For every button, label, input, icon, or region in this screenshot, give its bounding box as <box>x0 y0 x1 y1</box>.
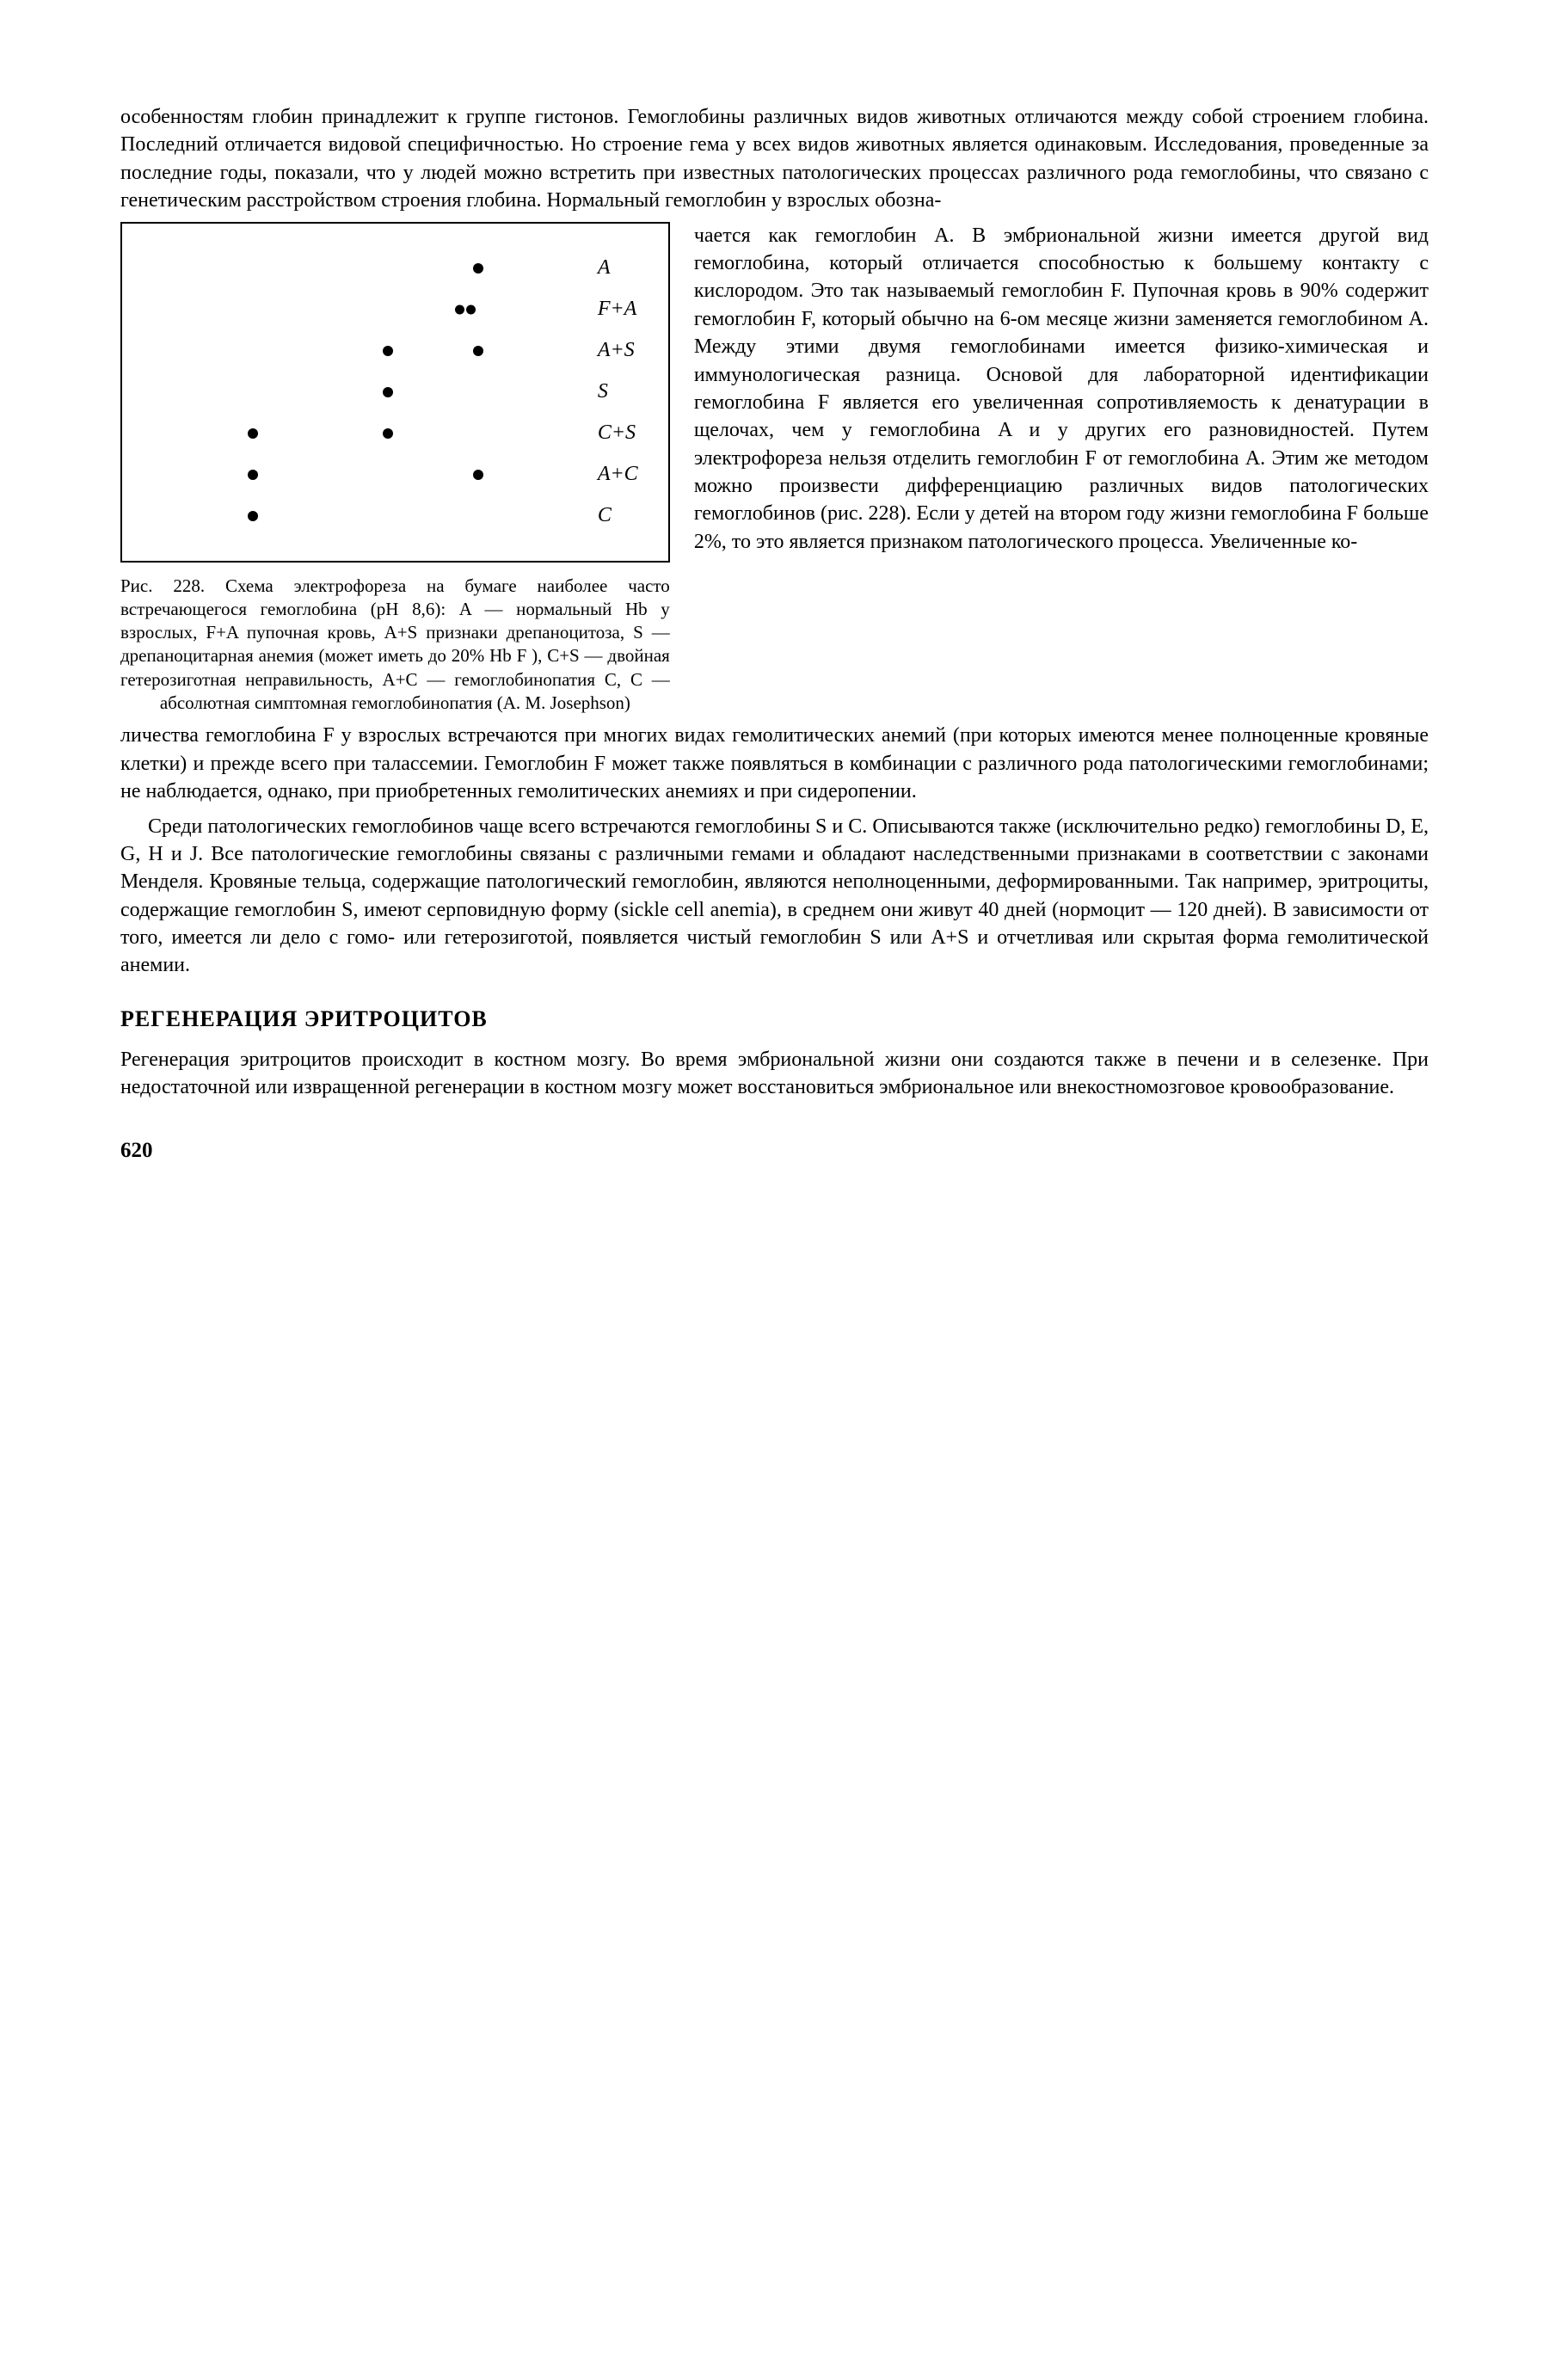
dots-area <box>139 413 591 454</box>
two-column-section: A F+A A+S S C+S A+C C Рис. 228. Схема электроф… <box>120 222 1429 716</box>
page-number: 620 <box>120 1136 1429 1165</box>
dot-pair <box>455 304 476 314</box>
dot <box>383 387 393 397</box>
electrophoresis-figure: A F+A A+S S C+S A+C C <box>120 222 670 563</box>
row-label: C+S <box>591 419 651 446</box>
dot <box>473 263 483 274</box>
figure-row: F+A <box>139 289 651 330</box>
row-label: C <box>591 501 651 529</box>
row-label: S <box>591 378 651 405</box>
figure-row: C+S <box>139 413 651 454</box>
figure-row: A+C <box>139 454 651 495</box>
paragraph-pathological: Среди патологических гемоглобинов чаще в… <box>120 813 1429 980</box>
left-column: A F+A A+S S C+S A+C C Рис. 228. Схема электроф… <box>120 222 670 716</box>
figure-row: A <box>139 248 651 289</box>
row-label: A <box>591 254 651 281</box>
dots-area <box>139 289 591 330</box>
dot <box>473 470 483 480</box>
paragraph-top: особенностям глобин принадлежит к группе… <box>120 103 1429 215</box>
dot <box>473 346 483 356</box>
dot <box>383 346 393 356</box>
dots-area <box>139 495 591 537</box>
dots-area <box>139 454 591 495</box>
row-label: F+A <box>591 295 651 323</box>
row-label: A+S <box>591 336 651 364</box>
right-column-text: чается как гемоглобин A. В эмбриональной… <box>694 222 1429 716</box>
figure-row: S <box>139 372 651 413</box>
dot <box>248 470 258 480</box>
figure-row: A+S <box>139 330 651 372</box>
dot <box>383 428 393 439</box>
dots-area <box>139 372 591 413</box>
figure-row: C <box>139 495 651 537</box>
dot <box>248 428 258 439</box>
paragraph-regeneration: Регенерация эритроцитов происходит в кос… <box>120 1046 1429 1102</box>
dots-area <box>139 330 591 372</box>
paragraph-continuation: личества гемоглобина F у взрослых встреч… <box>120 722 1429 805</box>
dot <box>248 511 258 521</box>
section-heading-regeneration: РЕГЕНЕРАЦИЯ ЭРИТРОЦИТОВ <box>120 1004 1429 1034</box>
dots-area <box>139 248 591 289</box>
figure-caption: Рис. 228. Схема электрофореза на бумаге … <box>120 575 670 716</box>
row-label: A+C <box>591 460 651 488</box>
